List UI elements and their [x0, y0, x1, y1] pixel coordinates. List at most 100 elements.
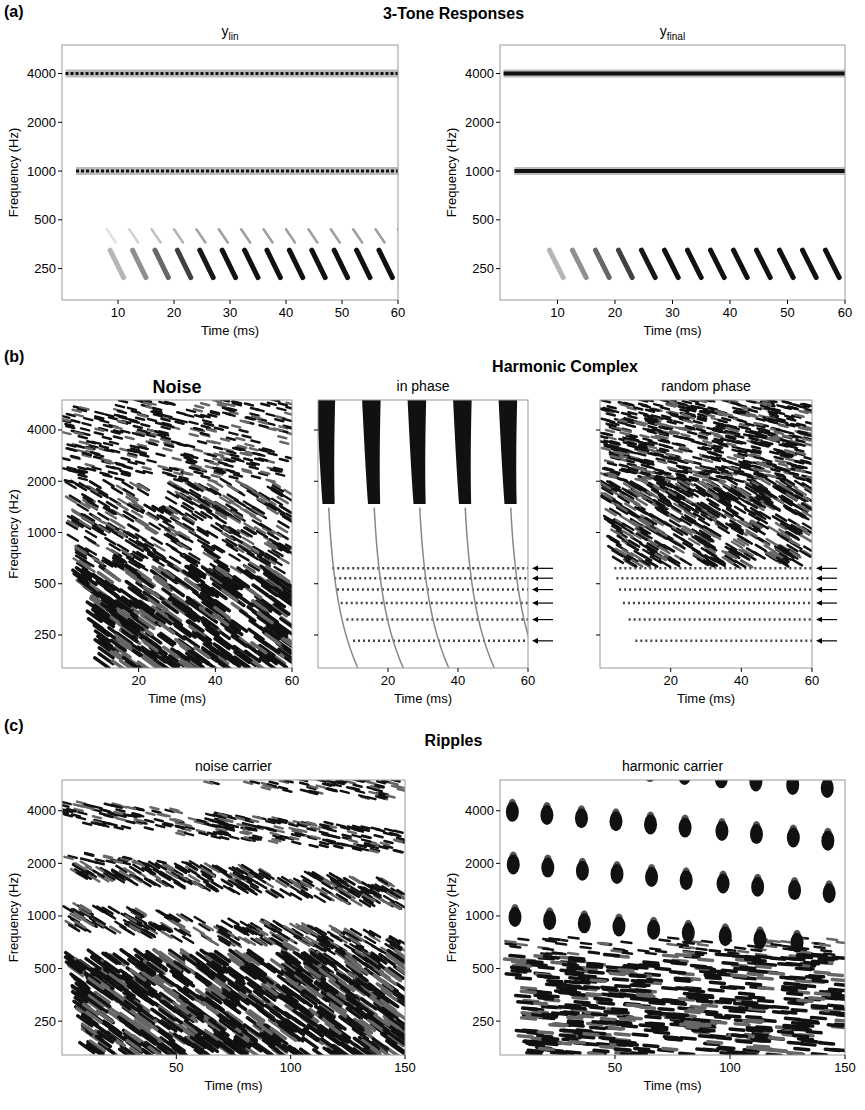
texture: [178, 543, 188, 549]
texture: [71, 420, 79, 422]
texture: [202, 426, 210, 428]
tone-blob: [219, 229, 228, 242]
tone-blob: [241, 229, 250, 242]
texture: [190, 422, 198, 424]
texture: [76, 446, 84, 448]
tone-blob: [572, 250, 586, 277]
pulse-band: [498, 400, 517, 504]
plot-frame: [62, 400, 292, 668]
texture: [109, 472, 117, 474]
texture: [173, 458, 181, 460]
texture: [174, 603, 188, 613]
texture: [261, 472, 269, 474]
texture: [150, 613, 164, 623]
texture: [201, 476, 209, 478]
plot-frame: [318, 400, 528, 668]
texture: [128, 455, 136, 457]
group-heading: Harmonic Complex: [492, 358, 638, 375]
texture: [168, 475, 176, 477]
x-tick-label: 20: [131, 673, 145, 688]
y-tick: [314, 532, 318, 533]
pulse-trail: [374, 508, 405, 668]
texture: [94, 457, 102, 459]
y-tick-label: 1000: [27, 525, 56, 540]
texture: [149, 443, 157, 445]
texture: [694, 475, 702, 477]
texture: [122, 550, 132, 556]
group-heading: 3-Tone Responses: [383, 5, 524, 22]
texture: [136, 418, 144, 420]
x-tick-label: 50: [780, 305, 794, 320]
arrow-shaft: [537, 602, 553, 603]
texture: [258, 613, 272, 623]
texture: [248, 553, 258, 559]
texture: [605, 468, 613, 470]
texture: [190, 467, 198, 469]
pulse-band: [453, 400, 472, 504]
texture: [91, 452, 99, 454]
texture: [95, 412, 103, 414]
texture: [127, 493, 137, 499]
texture: [232, 636, 246, 646]
texture: [128, 525, 138, 531]
texture: [186, 513, 196, 519]
texture: [199, 585, 213, 595]
texture: [747, 400, 755, 402]
texture: [212, 442, 220, 444]
texture: [219, 462, 227, 464]
texture: [117, 420, 125, 422]
texture: [104, 480, 114, 486]
texture: [190, 434, 198, 436]
harmonic-line: [635, 640, 812, 643]
harmonic-line: [623, 602, 812, 605]
texture: [73, 570, 87, 580]
texture: [230, 517, 240, 523]
texture: [153, 411, 161, 413]
y-tick: [314, 634, 318, 635]
tone-blob: [245, 250, 258, 277]
texture: [170, 557, 180, 563]
texture: [139, 662, 153, 668]
tone-blob: [286, 229, 295, 242]
texture: [128, 524, 138, 530]
tone-blob: [710, 250, 724, 277]
texture: [184, 554, 194, 560]
x-tick: [215, 668, 216, 672]
y-tick-label: 1000: [465, 164, 494, 179]
y-tick: [58, 532, 62, 533]
harmonic-line: [614, 567, 812, 570]
texture: [67, 414, 75, 416]
y-tick-label: 250: [34, 627, 56, 642]
texture: [143, 641, 157, 651]
panel-title-main: in phase: [397, 378, 450, 394]
texture: [73, 410, 81, 412]
texture: [140, 447, 148, 449]
panel-letter: (b): [4, 348, 24, 365]
texture: [208, 429, 216, 431]
texture: [717, 457, 725, 459]
texture: [232, 458, 240, 460]
texture: [113, 532, 123, 538]
texture: [236, 448, 244, 450]
x-tick-label: 30: [665, 305, 679, 320]
y-tick: [496, 171, 500, 172]
harmonic-arrow: [532, 566, 553, 572]
texture: [195, 472, 203, 474]
texture: [229, 433, 237, 435]
texture: [230, 455, 238, 457]
texture: [240, 546, 250, 552]
texture: [761, 429, 769, 431]
texture: [787, 424, 795, 426]
texture: [66, 426, 74, 428]
texture: [713, 454, 721, 456]
texture: [752, 407, 760, 409]
tone-blob: [779, 250, 793, 277]
texture: [240, 430, 248, 432]
x-tick-label: 60: [521, 673, 535, 688]
texture: [673, 443, 681, 445]
texture: [799, 466, 807, 468]
plot-frame: [500, 45, 845, 300]
texture: [236, 438, 244, 440]
pulse-trail: [420, 508, 451, 668]
texture: [79, 475, 87, 477]
